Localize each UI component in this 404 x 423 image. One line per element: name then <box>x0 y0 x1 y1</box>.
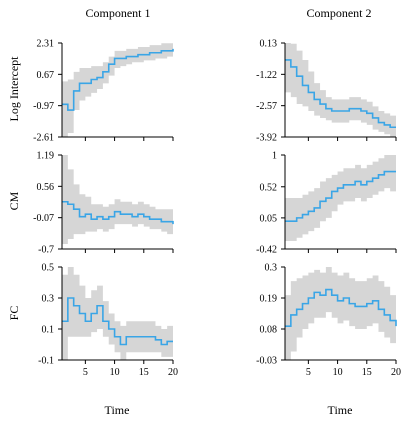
y-tick-label: -0.42 <box>256 245 277 256</box>
x-axis-label-col2: Time <box>328 403 353 417</box>
y-tick-label: -0.1 <box>38 356 54 367</box>
uncertainty-band <box>62 43 173 137</box>
y-tick-label: -1.22 <box>256 70 277 81</box>
panel-fc-component-1: -0.1 0.1 0.3 0.5 5 10 15 20 <box>38 263 178 379</box>
x-tick-label: 5 <box>83 367 88 378</box>
panel-log-intercept-component-1: -2.61 -0.97 0.67 2.31 <box>33 39 174 144</box>
row-label-cm: CM <box>7 191 21 210</box>
row-label-fc: FC <box>7 306 21 321</box>
x-axis-label-col1: Time <box>105 403 130 417</box>
uncertainty-band <box>62 155 173 245</box>
x-tick-label: 20 <box>391 367 401 378</box>
estimate-line <box>62 200 174 225</box>
y-tick-label: 1.19 <box>37 151 55 162</box>
y-tick-label: -0.07 <box>33 213 54 224</box>
estimate-line <box>285 59 396 129</box>
y-tick-label: 1 <box>272 151 277 162</box>
column-title-component-2: Component 2 <box>307 6 372 20</box>
y-tick-label: 0.08 <box>260 325 278 336</box>
x-tick-label: 20 <box>168 367 178 378</box>
uncertainty-band <box>285 267 396 360</box>
panel-fc-component-2: -0.03 0.08 0.19 0.3 5 10 15 20 <box>256 263 401 379</box>
panel-log-intercept-component-2: -3.92 -2.57 -1.22 0.13 <box>256 39 397 144</box>
uncertainty-band <box>62 267 173 360</box>
y-tick-label: 0.13 <box>260 39 278 50</box>
y-tick-label: 0.56 <box>37 182 55 193</box>
x-tick-label: 10 <box>110 367 120 378</box>
uncertainty-band <box>285 155 396 242</box>
y-tick-label: 0.19 <box>260 294 278 305</box>
y-tick-label: 0.1 <box>42 325 55 336</box>
y-tick-label: -0.97 <box>33 101 54 112</box>
y-tick-label: 0.52 <box>260 182 278 193</box>
panels-layer: -2.61 -0.97 0.67 2.31 -3.92 -2.57 -1.22 0.13 -0.… <box>33 39 401 379</box>
y-tick-label: -0.03 <box>256 356 277 367</box>
y-tick-label: -3.92 <box>256 133 277 144</box>
estimate-line <box>62 297 173 346</box>
estimate-line <box>62 48 174 111</box>
x-tick-label: 5 <box>306 367 311 378</box>
y-tick-label: 2.31 <box>37 39 55 50</box>
estimate-line <box>285 170 396 222</box>
estimate-line <box>285 288 397 327</box>
y-tick-label: 0.05 <box>260 213 278 224</box>
x-tick-label: 15 <box>139 367 149 378</box>
panel-cm-component-1: -0.7 -0.07 0.56 1.19 <box>33 151 174 256</box>
panel-cm-component-2: -0.42 0.05 0.52 1 <box>256 151 397 256</box>
y-tick-label: -0.7 <box>38 245 54 256</box>
x-tick-label: 10 <box>333 367 343 378</box>
column-title-component-1: Component 1 <box>86 6 151 20</box>
row-label-log-intercept: Log Intercept <box>7 56 21 122</box>
y-tick-label: -2.61 <box>33 133 54 144</box>
y-tick-label: 0.5 <box>42 263 55 274</box>
y-tick-label: -2.57 <box>256 101 277 112</box>
y-tick-label: 0.3 <box>42 294 55 305</box>
y-tick-label: 0.67 <box>37 70 55 81</box>
x-tick-label: 15 <box>362 367 372 378</box>
y-tick-label: 0.3 <box>265 263 278 274</box>
